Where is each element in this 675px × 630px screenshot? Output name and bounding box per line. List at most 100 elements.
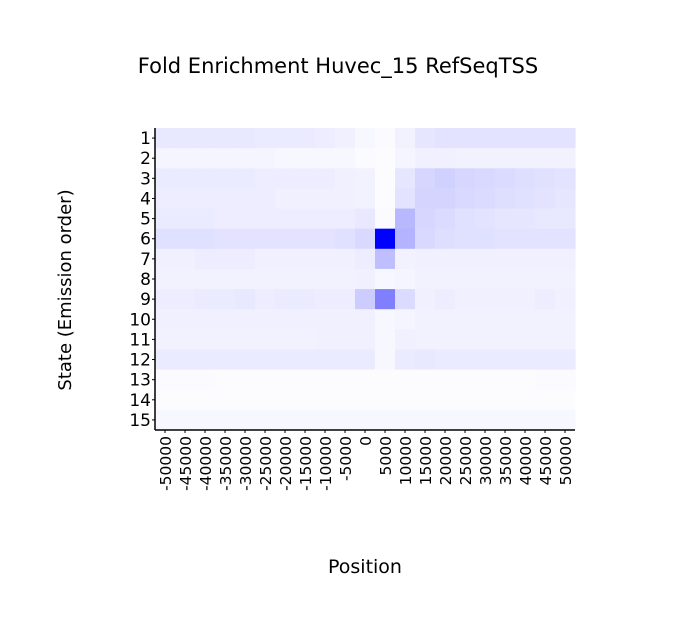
heatmap-cell — [455, 148, 476, 169]
x-tick-label: -5000 — [337, 436, 355, 481]
heatmap-cell — [215, 289, 236, 310]
heatmap-cell — [435, 128, 456, 149]
heatmap-cell — [535, 329, 556, 351]
heatmap-cell — [355, 329, 376, 351]
heatmap-cell — [175, 409, 196, 431]
heatmap-cell — [435, 309, 456, 330]
heatmap-cell — [495, 409, 516, 431]
heatmap-cell — [475, 228, 496, 250]
heatmap-cell — [235, 208, 256, 230]
heatmap-cell — [175, 309, 196, 330]
heatmap-cell — [195, 329, 216, 351]
heatmap-cell — [335, 369, 356, 391]
heatmap-cell — [295, 128, 316, 149]
heatmap-cell — [335, 309, 356, 330]
heatmap-cell — [235, 389, 256, 411]
heatmap-cell — [335, 248, 356, 270]
heatmap-cell — [395, 168, 416, 189]
heatmap-cell — [195, 168, 216, 189]
heatmap-cell — [375, 329, 396, 351]
heatmap-cell — [355, 369, 376, 391]
heatmap-cell — [415, 329, 436, 351]
heatmap-cell — [495, 228, 516, 250]
heatmap-cell — [455, 309, 476, 330]
heatmap-cell — [395, 188, 416, 210]
heatmap-cell — [495, 128, 516, 149]
heatmap-cell — [515, 409, 536, 431]
heatmap-cell — [355, 128, 376, 149]
heatmap-cell — [215, 208, 236, 230]
heatmap-cell — [355, 349, 376, 371]
heatmap-cell — [475, 369, 496, 391]
heatmap-cell — [375, 128, 396, 149]
x-tick-label: 30000 — [477, 436, 495, 485]
heatmap-cell — [455, 289, 476, 310]
heatmap-cell — [255, 349, 276, 371]
heatmap-cell — [275, 289, 296, 310]
heatmap-cell — [475, 168, 496, 189]
heatmap-cell — [215, 369, 236, 391]
heatmap-cell — [375, 409, 396, 431]
heatmap-cell — [395, 389, 416, 411]
heatmap-cell — [335, 188, 356, 210]
heatmap-cell — [375, 248, 396, 270]
heatmap-cell — [515, 309, 536, 330]
heatmap-cell — [235, 188, 256, 210]
heatmap-cell — [215, 248, 236, 270]
x-tick-label: -50000 — [157, 436, 175, 491]
heatmap-cell — [415, 389, 436, 411]
heatmap-cell — [335, 148, 356, 169]
heatmap-cell — [235, 289, 256, 310]
heatmap-cell — [315, 208, 336, 230]
x-tick-label: 5000 — [377, 436, 395, 475]
heatmap-cell — [515, 349, 536, 371]
heatmap-cell — [435, 369, 456, 391]
y-tick-label: 6 — [140, 230, 151, 250]
heatmap-cell — [435, 208, 456, 230]
heatmap-cell — [555, 389, 576, 411]
heatmap-cell — [315, 389, 336, 411]
heatmap-cell — [255, 309, 276, 330]
heatmap-cell — [315, 128, 336, 149]
x-tick-label: 0 — [357, 436, 375, 446]
heatmap-cell — [535, 349, 556, 371]
heatmap-cell — [455, 208, 476, 230]
heatmap-cell — [375, 289, 396, 310]
heatmap-cell — [335, 409, 356, 431]
heatmap-cell — [415, 148, 436, 169]
heatmap-cell — [415, 349, 436, 371]
heatmap-cell — [335, 128, 356, 149]
heatmap-cell — [455, 128, 476, 149]
heatmap-cell — [415, 268, 436, 290]
heatmap-cell — [275, 389, 296, 411]
x-tick-label: -40000 — [197, 436, 215, 491]
heatmap-cell — [235, 228, 256, 250]
heatmap-cell — [375, 349, 396, 371]
heatmap-cell — [315, 409, 336, 431]
heatmap-cell — [195, 309, 216, 330]
y-tick-label: 15 — [129, 411, 151, 431]
heatmap-cell — [515, 369, 536, 391]
heatmap-cell — [555, 329, 576, 351]
heatmap-cell — [375, 268, 396, 290]
heatmap-cell — [335, 268, 356, 290]
y-tick-label: 13 — [129, 371, 151, 391]
heatmap-cell — [475, 409, 496, 431]
heatmap-cell — [275, 329, 296, 351]
heatmap-cell — [255, 268, 276, 290]
heatmap-cell — [315, 349, 336, 371]
heatmap-cell — [355, 409, 376, 431]
heatmap-cell — [395, 309, 416, 330]
heatmap-cell — [275, 228, 296, 250]
heatmap-cell — [535, 188, 556, 210]
heatmap-cell — [155, 188, 176, 210]
heatmap-cell — [355, 289, 376, 310]
heatmap-cell — [295, 228, 316, 250]
heatmap-cell — [155, 268, 176, 290]
heatmap-cell — [155, 329, 176, 351]
heatmap-cell — [275, 268, 296, 290]
heatmap-cell — [155, 148, 176, 169]
heatmap-cell — [455, 409, 476, 431]
x-tick-label: 35000 — [497, 436, 515, 485]
heatmap-cell — [355, 188, 376, 210]
